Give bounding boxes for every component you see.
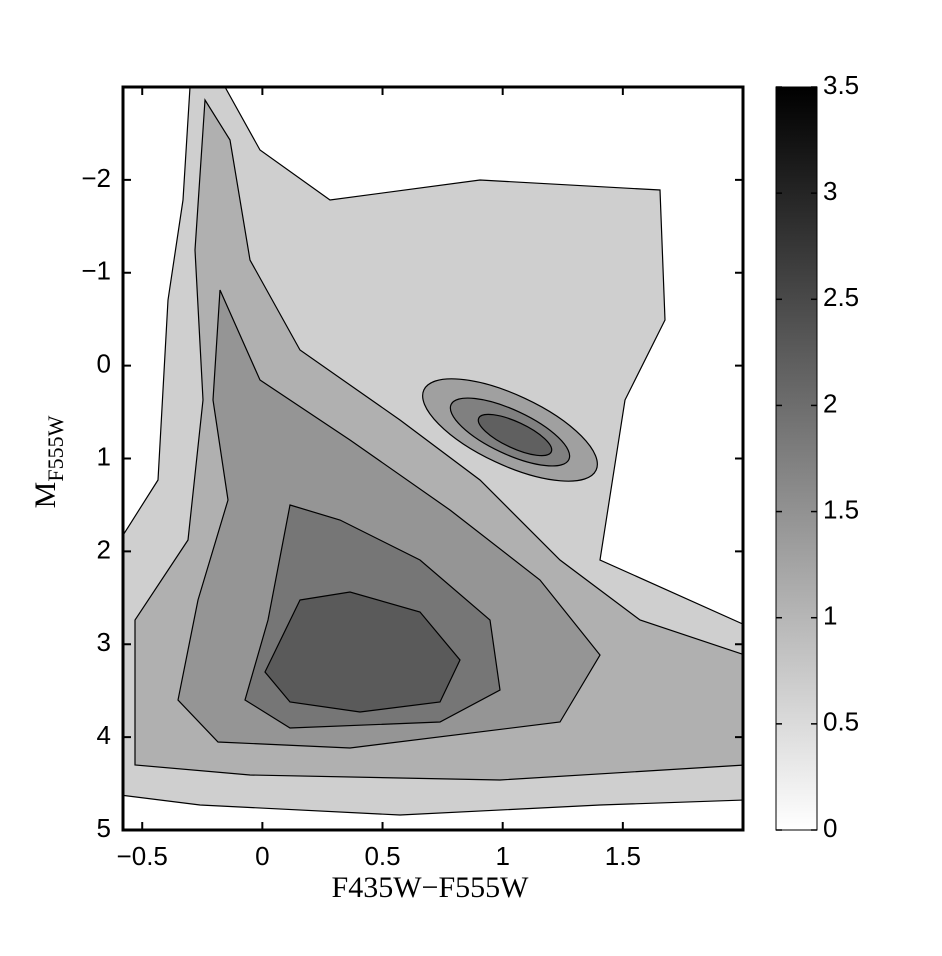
colorbar-tick-label: 0 <box>823 813 837 843</box>
colorbar <box>775 86 818 831</box>
x-tick-label: 0 <box>255 841 269 871</box>
y-axis-label-main: M <box>29 482 62 509</box>
density-contours <box>123 87 743 816</box>
colorbar-tick-label: 2.5 <box>823 282 859 312</box>
y-tick-label: 0 <box>97 349 111 379</box>
x-tick-label: 1.5 <box>605 841 641 871</box>
y-axis-label: MF555W <box>29 415 68 508</box>
y-tick-label: −1 <box>81 256 111 286</box>
y-axis-label-sub: F555W <box>43 415 68 481</box>
colorbar-tick-label: 3 <box>823 176 837 206</box>
colorbar-tick-label: 1 <box>823 601 837 631</box>
x-tick-label: 1 <box>495 841 509 871</box>
x-tick-label: 0.5 <box>364 841 400 871</box>
y-tick-label: 1 <box>97 441 111 471</box>
colorbar-tick-label: 0.5 <box>823 707 859 737</box>
y-tick-label: 3 <box>97 627 111 657</box>
y-tick-label: 2 <box>97 534 111 564</box>
colorbar-tick-label: 3.5 <box>823 70 859 100</box>
x-axis-label: F435W−F555W <box>332 871 530 904</box>
contour-level <box>264 591 461 713</box>
y-tick-label: −2 <box>81 163 111 193</box>
contour-level <box>477 413 553 457</box>
y-tick-label: 4 <box>97 720 111 750</box>
y-tick-label: 5 <box>97 813 111 843</box>
colorbar-tick-label: 1.5 <box>823 494 859 524</box>
colorbar-tick-label: 2 <box>823 388 837 418</box>
x-tick-label: −0.5 <box>117 841 168 871</box>
